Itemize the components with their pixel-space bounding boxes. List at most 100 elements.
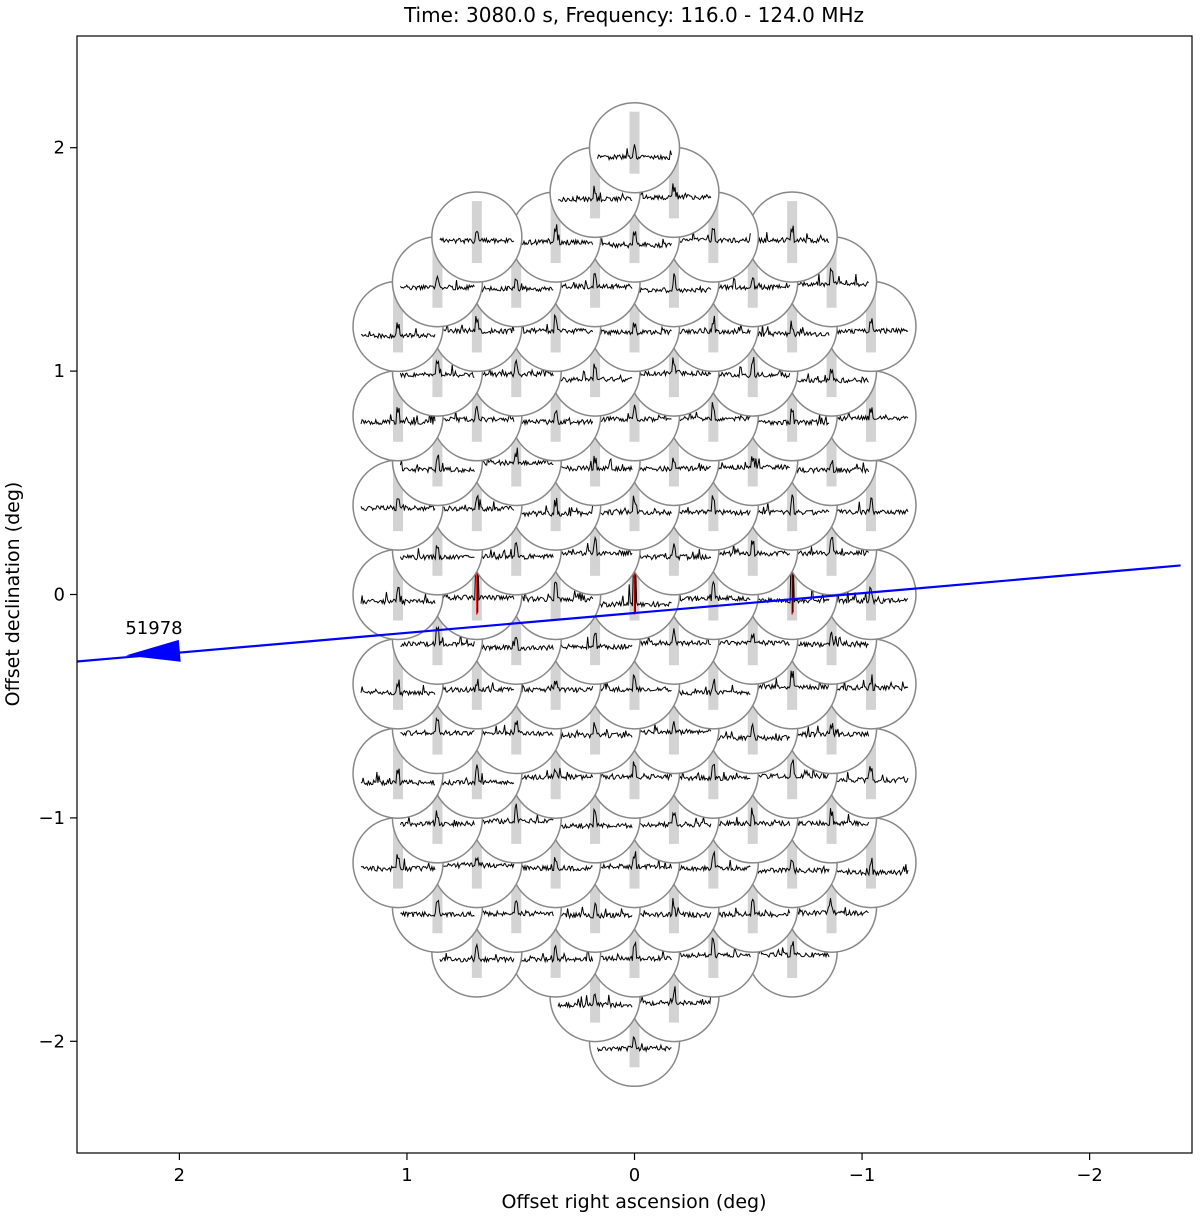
spectrum-trace (439, 405, 515, 424)
spectrum-trace (557, 901, 633, 920)
spectrum-trace (754, 320, 830, 338)
y-tick-label: −2 (38, 1031, 65, 1052)
spectrum-trace (675, 402, 751, 423)
beam-center-band (550, 469, 561, 532)
x-tick-label: −2 (1076, 1165, 1103, 1186)
y-axis-ticks: 2 1 0 −1 −2 (38, 138, 77, 1052)
beam-center-band (787, 737, 798, 800)
beam-center-band (668, 156, 679, 219)
beam-center-band (590, 156, 601, 219)
y-axis-label: Offset declination (deg) (2, 482, 24, 707)
spectrum-trace (360, 768, 436, 787)
spectrum-trace (833, 585, 909, 606)
beam-center-band (393, 290, 404, 353)
beam-center-band (511, 871, 522, 934)
spectrum-trace (597, 322, 672, 337)
beam-center-band (550, 290, 561, 353)
y-tick-label: 1 (54, 361, 65, 382)
beam-center-band (393, 737, 404, 800)
spectrum-trace (518, 409, 594, 427)
beam-center-band (747, 245, 758, 308)
beam-center-band (668, 871, 679, 934)
y-tick-label: 2 (54, 138, 65, 159)
beam-center-band (865, 826, 876, 889)
track-layer: 51978 (76, 564, 1181, 663)
spectrum-trace (518, 313, 594, 336)
spectrum-trace (478, 899, 554, 918)
spectrum-trace (439, 494, 515, 513)
spectrum-trace (794, 808, 870, 828)
spectrum-trace (715, 632, 790, 647)
beam-center-band (471, 647, 482, 710)
beam-center-band (708, 915, 719, 978)
beam-center-band (590, 692, 601, 755)
spectrum-trace (675, 850, 751, 873)
spectrum-trace (557, 363, 633, 384)
spectrum-trace (557, 535, 633, 558)
beam-center-band (826, 424, 837, 487)
spectrum-trace (518, 680, 594, 694)
track-arrowhead (125, 639, 181, 662)
spectrum-trace (754, 494, 830, 517)
spectrum-trace (478, 447, 554, 467)
spectrum-trace (439, 316, 515, 336)
spectrum-trace (557, 632, 633, 651)
beam (746, 191, 838, 283)
spectrum-trace (675, 678, 751, 697)
spectrum-trace (360, 854, 436, 873)
beam-grid (352, 101, 917, 1088)
beam-center-band (511, 781, 522, 844)
beam-center-band (826, 335, 837, 398)
spectrum-trace (399, 274, 475, 292)
spectrum-trace (439, 942, 515, 964)
spectrum-trace (597, 230, 672, 250)
track-line (76, 564, 1181, 663)
spectrum-trace (479, 803, 554, 825)
x-axis-label: Offset right ascension (deg) (501, 1191, 766, 1213)
spectrum-trace (636, 457, 711, 473)
beam-center-band (787, 290, 798, 353)
spectrum-trace (636, 628, 711, 647)
y-tick-label: −1 (38, 808, 65, 829)
spectrum-trace (399, 359, 475, 379)
beam-center-band (432, 781, 443, 844)
spectrum-trace (518, 767, 594, 782)
spectrum-trace (794, 460, 870, 475)
beam-center-band (668, 781, 679, 844)
spectrum-trace (597, 404, 672, 424)
spectrum-trace (636, 811, 712, 829)
spectrum-trace (636, 183, 712, 201)
spectrum-trace (754, 225, 830, 245)
beam-center-band (668, 603, 679, 666)
beam-center-band (629, 915, 640, 978)
x-tick-label: 1 (401, 1165, 412, 1186)
beam-center-band (471, 379, 482, 442)
beam-center-band (550, 826, 561, 889)
beam-center-band (708, 558, 719, 621)
beam-center-band (787, 915, 798, 978)
spectrum-trace (518, 497, 594, 518)
spectrum-trace (399, 454, 475, 474)
beam-center-band (590, 960, 601, 1023)
beam-center-band (708, 201, 719, 264)
spectrum-trace (557, 455, 633, 473)
spectrum-trace (439, 764, 515, 787)
spectrum-trace (478, 720, 554, 737)
spectrum-trace (833, 407, 909, 422)
x-tick-label: 2 (174, 1165, 185, 1186)
beam-center-band (708, 469, 719, 532)
spectrum-trace (360, 407, 436, 427)
x-tick-label: −1 (849, 1165, 876, 1186)
beam-center-band (432, 871, 443, 934)
spectrum-trace (597, 851, 672, 871)
beam-center-band (629, 290, 640, 353)
spectrum-trace (360, 679, 436, 698)
spectrum-trace (597, 1036, 672, 1053)
beam-center-band (393, 469, 404, 532)
beam-center-band (708, 379, 719, 442)
spectrum-trace (715, 807, 791, 827)
beam-center-band (432, 603, 443, 666)
spectrum-trace (400, 899, 475, 919)
beam-center-band (708, 826, 719, 889)
